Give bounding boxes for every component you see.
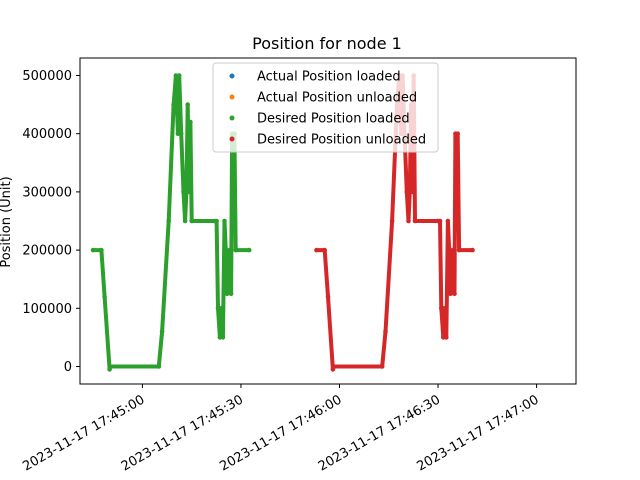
legend-marker — [229, 94, 235, 100]
data-point — [383, 329, 388, 334]
data-point — [185, 102, 190, 107]
data-point — [214, 218, 219, 224]
data-point — [446, 247, 452, 253]
data-point — [215, 306, 221, 311]
y-axis-label: Position (Unit) — [0, 176, 14, 267]
data-point — [159, 329, 165, 334]
data-point — [99, 247, 104, 253]
data-point — [246, 247, 252, 253]
data-point — [178, 131, 184, 136]
legend-label: Actual Position unloaded — [257, 91, 417, 106]
data-point — [173, 73, 179, 78]
data-point — [445, 218, 451, 224]
data-point — [156, 364, 162, 369]
data-point — [175, 131, 181, 136]
data-point — [450, 247, 456, 253]
data-point — [452, 291, 457, 297]
data-point — [228, 291, 234, 297]
legend-label: Desired Position unloaded — [257, 133, 426, 148]
data-point — [224, 291, 230, 297]
y-tick-label: 0 — [64, 360, 72, 375]
legend-box — [212, 62, 439, 153]
legend-label: Actual Position loaded — [257, 70, 401, 85]
data-point — [456, 247, 462, 253]
data-point — [448, 291, 453, 297]
y-tick-label: 100000 — [22, 302, 72, 317]
data-point — [171, 102, 176, 107]
data-point — [314, 247, 319, 253]
data-point — [182, 218, 188, 224]
data-point — [90, 247, 96, 253]
data-point — [233, 247, 238, 253]
data-point — [454, 218, 459, 224]
data-point — [218, 306, 224, 311]
data-point — [439, 306, 444, 311]
data-point — [325, 294, 331, 300]
legend-marker — [229, 136, 235, 142]
chart-title: Position for node 1 — [252, 34, 402, 53]
data-point — [227, 247, 232, 253]
data-point — [176, 73, 182, 78]
data-point — [189, 218, 194, 224]
data-point — [389, 218, 395, 224]
data-point — [108, 364, 113, 369]
data-point — [470, 247, 475, 253]
data-point — [166, 218, 171, 224]
data-point — [223, 247, 229, 253]
data-point — [230, 218, 236, 224]
data-point — [322, 247, 328, 253]
data-point — [412, 218, 418, 224]
data-point — [222, 218, 227, 224]
series-line — [91, 73, 252, 372]
data-point — [442, 306, 447, 311]
y-tick-label: 200000 — [22, 244, 72, 259]
y-tick-label: 300000 — [22, 185, 72, 200]
data-point — [379, 364, 385, 369]
y-tick-label: 500000 — [22, 69, 72, 84]
data-point — [410, 189, 415, 195]
data-point — [186, 189, 192, 195]
data-point — [455, 131, 461, 136]
data-point — [188, 119, 193, 125]
series-layer — [90, 73, 475, 372]
y-axis: 0 100000 200000 300000 400000 500000 — [22, 69, 80, 375]
plot-frame — [79, 57, 577, 385]
data-point — [102, 294, 107, 300]
legend-label: Desired Position loaded — [257, 112, 410, 127]
data-point — [437, 218, 443, 224]
data-point — [220, 335, 226, 340]
legend: Actual Position loaded Actual Position un… — [212, 62, 439, 153]
data-point — [406, 218, 411, 224]
data-point — [444, 335, 449, 340]
y-tick-label: 400000 — [22, 127, 72, 142]
legend-marker — [229, 73, 235, 79]
data-point — [331, 364, 337, 369]
legend-marker — [229, 115, 235, 121]
